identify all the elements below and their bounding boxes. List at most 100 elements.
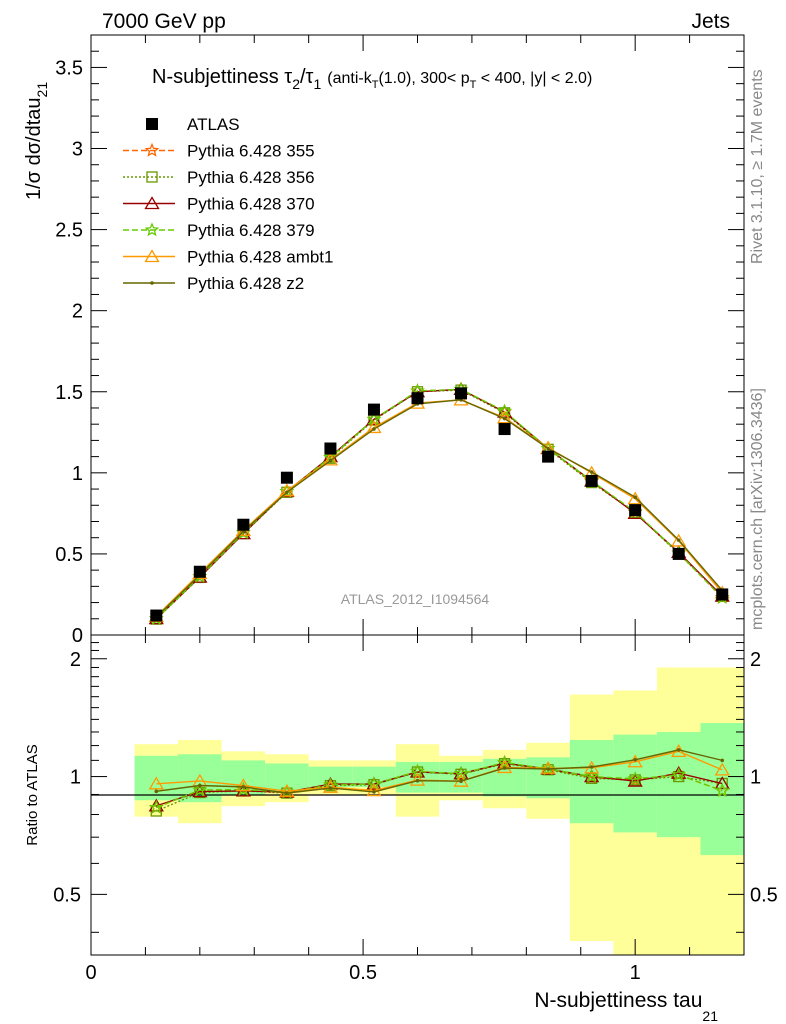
series-line-3 [155, 388, 723, 620]
series-point-5 [285, 490, 289, 495]
header-energy-label: 7000 GeV pp [102, 10, 226, 33]
series-point-5 [502, 416, 507, 421]
ratio-y-tick-label-left: 1 [70, 767, 81, 789]
ratio-point-5 [241, 785, 246, 789]
ratio-point-5 [154, 789, 159, 794]
ratio-point-5 [415, 778, 420, 783]
series-point-5 [328, 458, 333, 463]
atlas-data-points [150, 387, 729, 622]
ratio-point-3 [192, 782, 208, 797]
xlabel-sub: 21 [702, 1008, 718, 1024]
legend-marker [144, 249, 160, 263]
ratio-y-axis: 0.5 0.5 1 1 2 2 [53, 642, 778, 933]
atlas-data-point [324, 442, 337, 455]
y-tick-label: 3 [72, 139, 83, 161]
ratio-point-4 [279, 783, 295, 797]
legend-marker [144, 196, 160, 210]
ratio-uncertainty-bands [134, 667, 744, 955]
ratio-point-3 [540, 761, 556, 776]
y-tick-label: 0.5 [55, 544, 83, 566]
x-tick-label: 0.5 [349, 962, 377, 984]
main-curves [148, 381, 730, 626]
y-tick-label: 2.5 [55, 220, 83, 242]
legend-marker [146, 171, 158, 183]
ratio-point-3 [148, 799, 164, 814]
atlas-data-point [193, 565, 206, 578]
stat-uncertainty-band [656, 731, 701, 838]
xlabel-main: N-subjettiness tau [534, 989, 702, 1012]
ratio-point-3 [671, 767, 687, 782]
legend: ATLAS Pythia 6.428 355 Pythia 6.428 356 Pyt… [123, 115, 333, 293]
ratio-point-4 [235, 778, 252, 792]
atlas-data-point [455, 387, 468, 400]
title-cond-b: (1.0), 300< p [378, 70, 469, 87]
ratio-y-tick-label-left: 0.5 [53, 884, 81, 906]
series-point-4 [322, 452, 339, 466]
atlas-data-point [498, 423, 511, 436]
ratio-point-5 [372, 790, 376, 794]
ratio-y-tick-label-left: 2 [70, 649, 81, 671]
ratio-point-4 [148, 776, 164, 790]
atlas-data-point [237, 518, 250, 531]
atlas-data-point [585, 474, 598, 487]
ratio-point-5 [633, 757, 637, 762]
atlas-data-point [716, 588, 729, 601]
ratio-point-4 [714, 762, 730, 776]
ratio-point-5 [285, 791, 289, 795]
legend-label: Pythia 6.428 356 [187, 168, 315, 187]
title-sub2: 2 [292, 76, 300, 92]
atlas-data-point [629, 504, 642, 517]
ratio-point-4 [409, 772, 426, 786]
series-line-5 [155, 399, 723, 618]
series-point-3 [497, 403, 512, 418]
watermark: ATLAS_2012_I1094564 [341, 591, 490, 607]
title-main: N-subjettiness τ [152, 66, 292, 88]
legend-label: Pythia 6.428 370 [187, 195, 315, 214]
series-point-4 [627, 491, 643, 505]
legend-marker [146, 118, 158, 130]
ratio-plot: 0.5 0.51 12 2 0 0.5 1 [53, 634, 778, 984]
ratio-point-5 [502, 766, 507, 770]
ratio-point-5 [459, 779, 463, 783]
ratio-y-axis-label: Ratio to ATLAS [24, 744, 41, 845]
ratio-point-4 [366, 783, 382, 797]
legend-label: Pythia 6.428 355 [187, 142, 315, 161]
title-slash: /τ [300, 66, 314, 88]
title-cond-a: (anti-k [327, 70, 372, 87]
ratio-point-4 [540, 760, 556, 774]
ratio-x-axis: 0 0.5 1 [85, 635, 745, 984]
ratio-point-4 [322, 779, 339, 793]
ratio-point-4 [627, 754, 643, 768]
ylabel-main: 1/σ dσ/dtau [23, 97, 45, 200]
ratio-point-3 [584, 768, 599, 783]
rivet-version-label: Rivet 3.1.10, ≥ 1.7M events [749, 69, 766, 264]
atlas-data-point [542, 450, 555, 463]
y-tick-label: 2 [72, 301, 83, 323]
chart-title: N-subjettiness τ2/τ1 (anti-k T(1.0), 300< … [152, 66, 592, 92]
legend-label: ATLAS [187, 115, 240, 134]
header-category-label: Jets [691, 10, 730, 33]
stat-uncertainty-band [178, 754, 222, 803]
mcplots-label: mcplots.cern.ch [arXiv:1306.3436] [749, 388, 766, 630]
ratio-point-3 [497, 754, 512, 769]
ratio-point-3 [714, 783, 730, 797]
y-tick-label: 1 [72, 463, 83, 485]
series-point-4 [671, 533, 687, 547]
stat-uncertainty-band [613, 734, 657, 833]
title-sub1: 1 [313, 76, 321, 92]
series-point-5 [546, 446, 550, 451]
ratio-line-3 [156, 761, 723, 809]
atlas-data-point [672, 547, 685, 560]
ratio-point-5 [328, 786, 333, 790]
main-y-axis: 0 0.5 1 1.5 2 2.5 3 3.5 [55, 50, 744, 647]
series-point-5 [676, 538, 681, 542]
legend-marker [150, 281, 154, 285]
y-tick-label: 0 [72, 625, 83, 647]
title-cond-c: < 400, |y| < 2.0) [476, 70, 592, 87]
series-point-5 [633, 495, 637, 499]
ratio-point-5 [546, 767, 550, 771]
title-cond-t2: T [470, 79, 477, 91]
series-point-5 [372, 427, 376, 431]
ratio-y-tick-label-right: 1 [750, 767, 761, 789]
